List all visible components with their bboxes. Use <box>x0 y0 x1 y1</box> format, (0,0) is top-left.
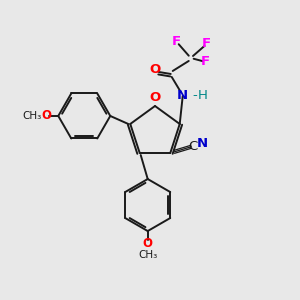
Text: O: O <box>41 110 51 122</box>
Text: N: N <box>177 89 188 103</box>
Text: F: F <box>201 56 210 68</box>
Text: N: N <box>196 137 208 150</box>
Text: F: F <box>202 38 211 50</box>
Text: C: C <box>189 140 198 153</box>
Text: CH₃: CH₃ <box>22 111 42 121</box>
Text: CH₃: CH₃ <box>138 250 157 260</box>
Text: O: O <box>149 64 160 76</box>
Text: O: O <box>149 91 161 104</box>
Text: O: O <box>143 236 153 250</box>
Text: -: - <box>192 89 197 103</box>
Text: F: F <box>172 35 181 49</box>
Text: H: H <box>198 89 208 103</box>
